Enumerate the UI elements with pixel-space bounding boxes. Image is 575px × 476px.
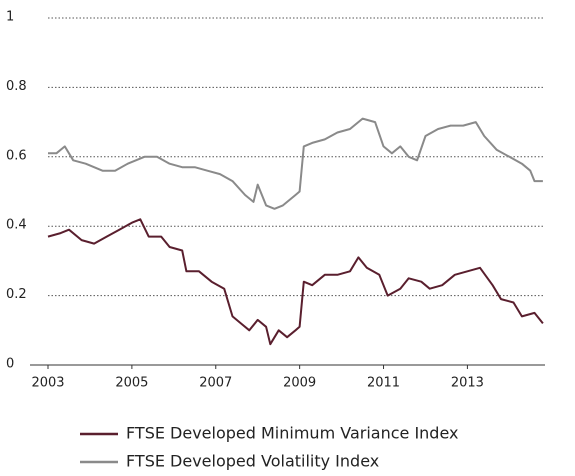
x-tick-label: 2013 (451, 376, 484, 391)
y-tick-label: 0.4 (6, 218, 27, 233)
x-tick-label: 2009 (283, 376, 316, 391)
x-tick-label: 2007 (199, 376, 232, 391)
y-tick-label: 0.8 (6, 79, 27, 94)
y-tick-label: 0.2 (6, 287, 27, 302)
y-tick-label: 0 (6, 357, 14, 372)
series-line (48, 117, 543, 210)
legend-label: FTSE Developed Minimum Variance Index (126, 424, 458, 443)
x-tick-label: 2011 (367, 376, 400, 391)
legend-label: FTSE Developed Volatility Index (126, 452, 379, 471)
x-tick-label: 2005 (115, 376, 148, 391)
x-tick-label: 2003 (31, 376, 64, 391)
y-tick-label: 0.6 (6, 148, 27, 163)
series-line (47, 218, 544, 346)
y-tick-label: 1 (6, 10, 14, 25)
